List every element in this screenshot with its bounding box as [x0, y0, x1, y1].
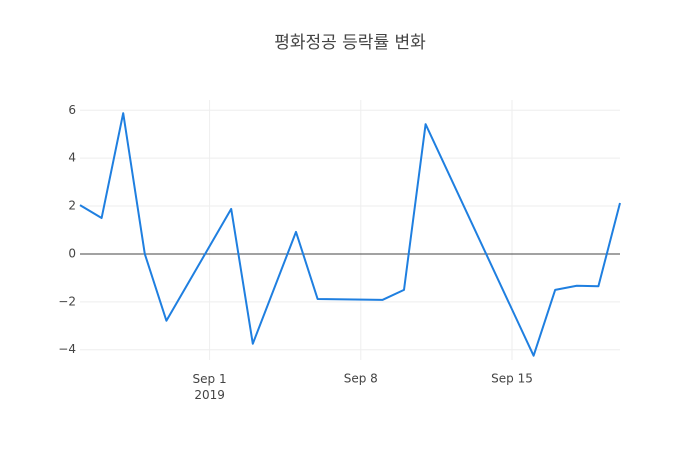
chart-title: 평화정공 등락률 변화 [274, 33, 426, 53]
x-tick-label: Sep 15 [491, 372, 533, 386]
y-tick-label: 2 [68, 199, 76, 213]
x-tick-label: Sep 1 2019 [193, 372, 227, 402]
x-tick-label: Sep 8 [344, 372, 378, 386]
y-tick-label: 4 [68, 151, 76, 165]
y-tick-label: −2 [58, 294, 76, 308]
y-tick-label: −4 [58, 342, 76, 356]
line-series [79, 112, 621, 357]
y-tick-label: 6 [68, 103, 76, 117]
y-tick-label: 0 [68, 246, 76, 260]
